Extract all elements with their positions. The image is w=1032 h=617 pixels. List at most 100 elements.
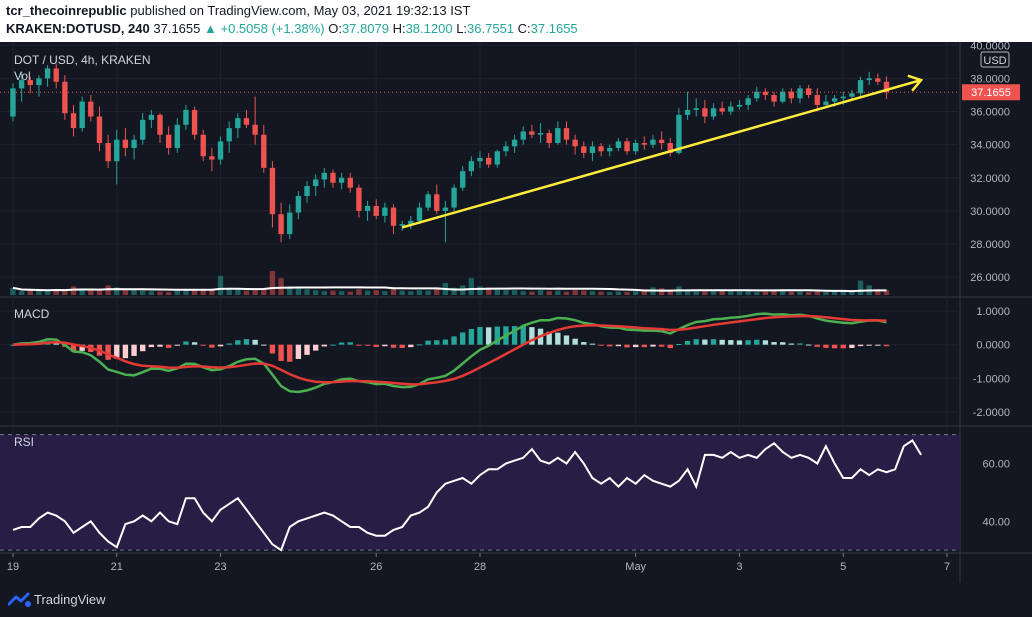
chart-area[interactable]: 40.000038.000036.000034.000032.000030.00… — [0, 42, 1032, 583]
macd-histogram-bar — [485, 327, 492, 345]
macd-histogram-bar — [546, 331, 552, 345]
ohlc-summary: KRAKEN:DOTUSD, 240 37.1655 ▲ +0.5058 (+1… — [6, 21, 578, 36]
volume-bar — [849, 290, 855, 295]
volume-bar — [581, 290, 587, 295]
volume-bar — [148, 291, 155, 295]
candle — [607, 144, 613, 157]
candle-body — [883, 81, 890, 93]
macd-histogram-bar — [10, 344, 16, 346]
candle-body — [710, 108, 717, 117]
macd-histogram-bar — [408, 344, 414, 348]
candle-body — [563, 128, 570, 140]
candle-body — [641, 143, 648, 145]
macd-histogram-bar — [174, 344, 180, 346]
macd-histogram-bar — [321, 344, 328, 347]
up-arrow-icon: ▲ — [204, 21, 217, 36]
volume-bar — [537, 290, 544, 295]
price-tick-label: 28.0000 — [970, 239, 1010, 251]
macd-histogram-bar — [615, 344, 622, 347]
candle-body — [252, 124, 258, 135]
volume-bar — [451, 287, 457, 295]
volume-bar — [312, 290, 319, 295]
candle — [658, 131, 665, 150]
candle — [312, 174, 319, 196]
volume-bar — [684, 289, 691, 295]
candle-body — [165, 134, 172, 148]
macd-histogram-bar — [728, 340, 734, 345]
macd-histogram-bar — [200, 344, 206, 346]
candle-body — [624, 141, 630, 152]
candle-body — [79, 101, 85, 129]
macd-histogram-bar — [883, 344, 890, 347]
volume-bar — [857, 280, 864, 295]
candle-body — [537, 133, 544, 135]
volume-bar — [261, 288, 267, 295]
volume-bar — [209, 290, 215, 295]
candle — [537, 123, 544, 144]
volume-bar — [875, 289, 881, 295]
author-name[interactable]: tcr_thecoinrepublic — [6, 3, 127, 18]
tradingview-brand[interactable]: TradingView — [34, 592, 106, 607]
footer: TradingView — [0, 583, 1032, 617]
volume-bar — [165, 292, 172, 295]
volume-bar — [719, 290, 725, 295]
candle — [390, 204, 397, 235]
candle-body — [615, 141, 622, 148]
macd-histogram-bar — [650, 344, 656, 347]
macd-histogram-bar — [710, 339, 717, 345]
candle — [148, 109, 155, 129]
volume-bar — [572, 290, 578, 295]
candle-body — [347, 177, 353, 188]
volume-bar — [70, 286, 77, 295]
candle — [278, 202, 284, 243]
volume-bar — [780, 291, 786, 295]
macd-histogram-bar — [114, 344, 120, 359]
last-price-badge — [962, 84, 1020, 101]
macd-histogram-bar — [226, 343, 232, 345]
candle — [200, 129, 206, 162]
candle — [520, 126, 526, 145]
macd-histogram-bar — [831, 344, 838, 349]
open-label: O: — [328, 21, 342, 36]
candle-body — [866, 78, 872, 81]
macd-histogram-bar — [165, 344, 172, 348]
candle — [226, 121, 232, 153]
candle-body — [581, 146, 587, 153]
candle-body — [96, 116, 103, 144]
candle — [650, 134, 656, 148]
candle-body — [788, 91, 795, 99]
candle — [762, 88, 769, 100]
candle-body — [451, 187, 457, 208]
candle — [572, 134, 578, 155]
candle-body — [148, 114, 155, 120]
candle-body — [390, 207, 397, 226]
volume-bar — [373, 290, 379, 295]
candle — [563, 121, 570, 145]
volume-bar — [390, 288, 397, 295]
candle — [399, 220, 405, 231]
candle — [191, 106, 198, 140]
time-tick-label: 28 — [474, 561, 486, 573]
macd-histogram-bar — [780, 342, 786, 345]
candle-body — [546, 133, 552, 144]
macd-histogram-bar — [338, 342, 345, 345]
candle — [70, 104, 77, 137]
candle — [555, 121, 561, 145]
macd-histogram-bar — [373, 344, 379, 347]
macd-histogram-bar — [563, 335, 570, 345]
macd-tick-label: 1.0000 — [976, 306, 1010, 318]
volume-bar — [563, 291, 570, 295]
volume-bar — [226, 287, 232, 295]
candle — [252, 96, 258, 145]
volume-bar — [330, 290, 336, 295]
candle-body — [295, 195, 302, 213]
candle-body — [373, 205, 379, 216]
macd-histogram-bar — [477, 327, 483, 345]
volume-bar — [658, 288, 665, 295]
candle — [780, 88, 786, 104]
macd-histogram-bar — [589, 343, 596, 345]
macd-histogram-bar — [849, 344, 855, 348]
candle-body — [684, 109, 691, 115]
currency-badge[interactable]: USD — [980, 51, 1010, 68]
candle — [805, 85, 812, 99]
